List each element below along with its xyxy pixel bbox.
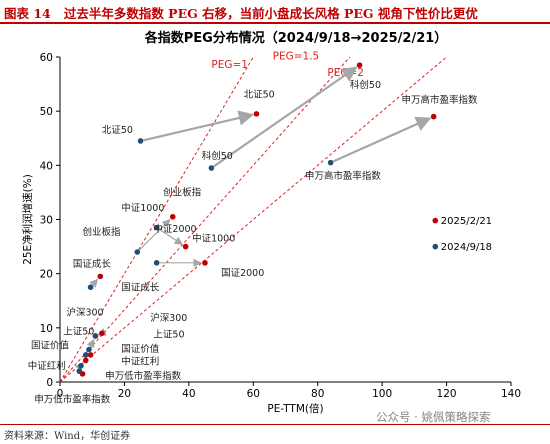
y-tick-label: 10 — [40, 323, 53, 335]
point-label: 中证1000 — [121, 202, 164, 214]
point-label: 申万低市盈率指数 — [105, 370, 182, 382]
plot-area: 0 20 40 60 80 100 120 140 0 10 20 30 40 50 60 PE-TTM(倍)… — [21, 51, 521, 415]
point-2024 — [82, 352, 89, 358]
point-label: 中证红利 — [121, 356, 159, 368]
point-2025 — [87, 352, 94, 358]
point-2024 — [78, 362, 84, 369]
peg-line-label: PEG=2 — [327, 67, 364, 79]
shift-arrow — [139, 219, 171, 251]
figure-headline: 过去半年多数指数 PEG 右移，当前小盘成长风格 PEG 视角下性价比更优 — [63, 6, 478, 21]
point-label: 中证红利 — [28, 360, 66, 372]
y-tick-label: 30 — [40, 215, 53, 227]
peg-reference-line — [59, 56, 254, 383]
x-tick-label: 0 — [57, 388, 64, 400]
y-axis-title: 25E净利润增速(%) — [21, 174, 34, 265]
point-2024 — [134, 249, 141, 255]
point-label: 沪深300 — [66, 306, 103, 318]
point-2025 — [99, 330, 105, 337]
point-label: 上证50 — [63, 326, 94, 337]
shift-arrow — [89, 278, 99, 288]
point-label: 申万高市盈率指数 — [401, 94, 478, 106]
point-2024 — [86, 346, 92, 353]
point-label: 中证1000 — [192, 233, 235, 245]
x-tick-label: 100 — [372, 388, 392, 400]
point-2024 — [76, 368, 83, 374]
point-2025 — [169, 213, 176, 220]
x-tick-label: 20 — [118, 388, 131, 400]
legend-marker — [432, 243, 439, 250]
point-2024 — [153, 260, 160, 266]
x-tick-label: 40 — [182, 388, 195, 400]
point-label: 科创50 — [202, 150, 233, 162]
point-label: 科创50 — [350, 79, 381, 91]
point-label: 创业板指 — [83, 226, 122, 238]
chart-title: 各指数PEG分布情况（2024/9/18→2025/2/21） — [144, 30, 448, 46]
point-label: 国证价值 — [31, 339, 70, 351]
peg-line-label: PEG=1 — [211, 59, 248, 71]
point-label: 国证成长 — [121, 281, 160, 293]
point-2025 — [97, 273, 104, 280]
point-2025 — [182, 243, 189, 250]
x-tick-label: 80 — [311, 388, 324, 400]
point-2024 — [327, 159, 334, 166]
point-2025 — [82, 357, 89, 364]
point-label: 申万低市盈率指数 — [34, 394, 111, 406]
point-2024 — [87, 284, 94, 291]
point-2024 — [208, 165, 215, 171]
point-label: 国证价值 — [121, 343, 160, 355]
x-tick-label: 120 — [437, 388, 457, 400]
point-label: 中证2000 — [153, 223, 196, 235]
point-2024 — [92, 333, 99, 339]
legend-marker — [432, 217, 439, 224]
figure-title: 图表 14 过去半年多数指数 PEG 右移，当前小盘成长风格 PEG 视角下性价… — [4, 3, 478, 22]
point-2025 — [430, 113, 437, 120]
y-tick-label: 20 — [40, 269, 53, 281]
peg-reference-line — [59, 56, 351, 383]
footer-divider — [0, 424, 550, 425]
x-tick-label: 60 — [247, 388, 260, 400]
peg-scatter-chart: 各指数PEG分布情况（2024/9/18→2025/2/21） 0 20 40 60 8… — [21, 30, 521, 415]
point-label: 北证50 — [102, 125, 133, 136]
x-tick-label: 140 — [501, 388, 521, 400]
point-label: 国证2000 — [221, 268, 264, 279]
shift-arrow — [158, 228, 183, 245]
point-label: 北证50 — [244, 90, 275, 101]
figure-label: 图表 14 — [4, 6, 51, 21]
peg-reference-line — [59, 56, 447, 383]
watermark: 公众号 · 姚佩策略探索 — [376, 410, 491, 424]
legend-label: 2025/2/21 — [441, 216, 492, 227]
point-2024 — [137, 138, 144, 144]
point-label: 创业板指 — [163, 187, 202, 199]
legend-label: 2024/9/18 — [441, 242, 492, 253]
shift-arrow — [332, 116, 432, 163]
peg-line-label: PEG=1.5 — [273, 51, 320, 63]
point-2025 — [356, 62, 363, 68]
point-label: 沪深300 — [150, 312, 187, 324]
point-label: 上证50 — [153, 330, 184, 341]
figure-header: 图表 14 过去半年多数指数 PEG 右移，当前小盘成长风格 PEG 视角下性价… — [0, 0, 550, 24]
point-label: 国证成长 — [73, 258, 112, 270]
point-2025 — [202, 260, 208, 266]
y-tick-label: 0 — [46, 377, 53, 389]
point-2025 — [253, 111, 260, 117]
x-axis-title: PE-TTM(倍) — [267, 402, 323, 415]
shift-arrow — [143, 110, 255, 142]
point-label: 申万高市盈率指数 — [305, 170, 382, 182]
shift-arrow — [213, 66, 358, 168]
y-tick-label: 60 — [40, 52, 53, 64]
y-tick-label: 40 — [40, 160, 53, 172]
y-tick-label: 50 — [40, 106, 53, 118]
source-note: 资料来源：Wind，华创证券 — [4, 431, 131, 442]
point-2024 — [153, 224, 160, 231]
shift-arrow — [86, 338, 95, 349]
